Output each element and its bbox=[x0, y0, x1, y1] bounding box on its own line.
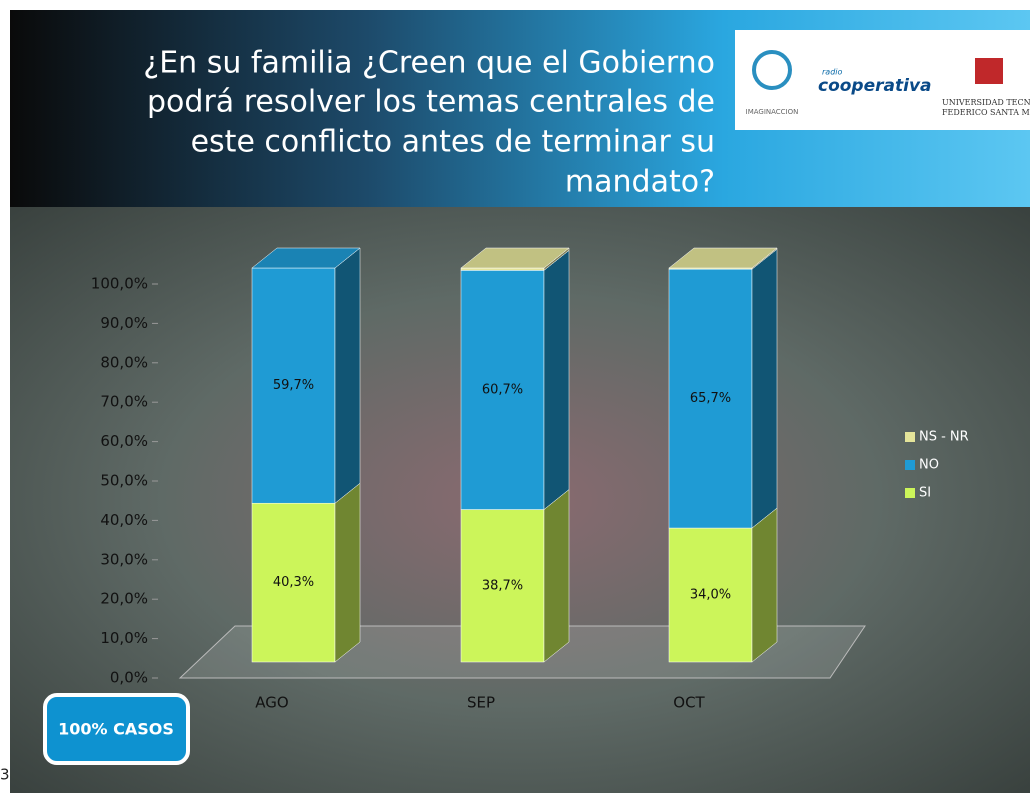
bar-segment bbox=[251, 267, 336, 504]
logo-text: IMAGINACCION bbox=[746, 108, 799, 116]
legend-swatch bbox=[905, 488, 915, 498]
bar-side bbox=[334, 482, 361, 663]
bar-side bbox=[751, 507, 778, 663]
title-line: ¿En su familia ¿Creen que el Gobierno bbox=[143, 46, 715, 81]
bar-segment bbox=[460, 509, 545, 663]
title-line: este conflicto antes de terminar su bbox=[191, 125, 715, 160]
logo-text: cooperativa bbox=[818, 76, 932, 96]
badge bbox=[43, 693, 190, 765]
x-tick-label: OCT bbox=[673, 694, 705, 712]
value-label: 34,0% bbox=[690, 588, 731, 603]
bar-side bbox=[334, 247, 361, 504]
legend-label: NS - NR bbox=[919, 430, 969, 445]
y-tick-label: 100,0% bbox=[91, 275, 148, 293]
bar-top bbox=[460, 247, 570, 269]
logo-icon bbox=[975, 58, 1003, 84]
bar-side bbox=[751, 248, 778, 529]
x-tick-label: SEP bbox=[467, 694, 495, 712]
bar-segment bbox=[668, 268, 753, 529]
value-label: 59,7% bbox=[273, 378, 314, 393]
page-number: 3 bbox=[0, 766, 10, 784]
bar-top bbox=[251, 247, 361, 269]
y-tick-label: 90,0% bbox=[100, 314, 148, 332]
bar-segment bbox=[251, 502, 336, 663]
y-tick-label: 10,0% bbox=[100, 629, 148, 647]
bar-side bbox=[543, 489, 570, 663]
logo-text: UNIVERSIDAD TECN bbox=[942, 98, 1030, 107]
value-label: 60,7% bbox=[482, 382, 523, 397]
bar-side bbox=[543, 249, 570, 511]
title: ¿En su familia ¿Creen que el Gobierno po… bbox=[143, 46, 715, 200]
legend-swatch bbox=[905, 460, 915, 470]
legend-label: NO bbox=[919, 458, 939, 473]
title-line: podrá resolver los temas centrales de bbox=[147, 85, 715, 120]
y-tick-label: 70,0% bbox=[100, 393, 148, 411]
legend-label: SI bbox=[919, 486, 931, 501]
y-tick-label: 0,0% bbox=[110, 669, 148, 687]
logo-text: FEDERICO SANTA M bbox=[942, 108, 1030, 117]
bar-segment bbox=[460, 270, 545, 510]
y-tick-label: 30,0% bbox=[100, 550, 148, 568]
y-tick-label: 50,0% bbox=[100, 472, 148, 490]
badge-text: 100% CASOS bbox=[58, 720, 174, 739]
bar-segment bbox=[668, 527, 753, 663]
y-tick-label: 40,0% bbox=[100, 511, 148, 529]
y-tick-label: 20,0% bbox=[100, 590, 148, 608]
logo-text: radio bbox=[822, 68, 842, 77]
value-label: 38,7% bbox=[482, 578, 523, 593]
value-label: 40,3% bbox=[273, 575, 314, 590]
bar-segment bbox=[460, 267, 545, 271]
legend-swatch bbox=[905, 432, 915, 442]
logo-icon bbox=[752, 50, 792, 90]
title-line: mandato? bbox=[565, 165, 715, 200]
y-tick-label: 60,0% bbox=[100, 432, 148, 450]
bar-top bbox=[668, 247, 778, 269]
x-tick-label: AGO bbox=[255, 694, 288, 712]
value-label: 65,7% bbox=[690, 391, 731, 406]
chart: 0,0% 10,0% 20,0% 30,0% 40,0% 50,0% 60,0% 70,0% 8… bbox=[91, 247, 969, 712]
y-tick-label: 80,0% bbox=[100, 353, 148, 371]
